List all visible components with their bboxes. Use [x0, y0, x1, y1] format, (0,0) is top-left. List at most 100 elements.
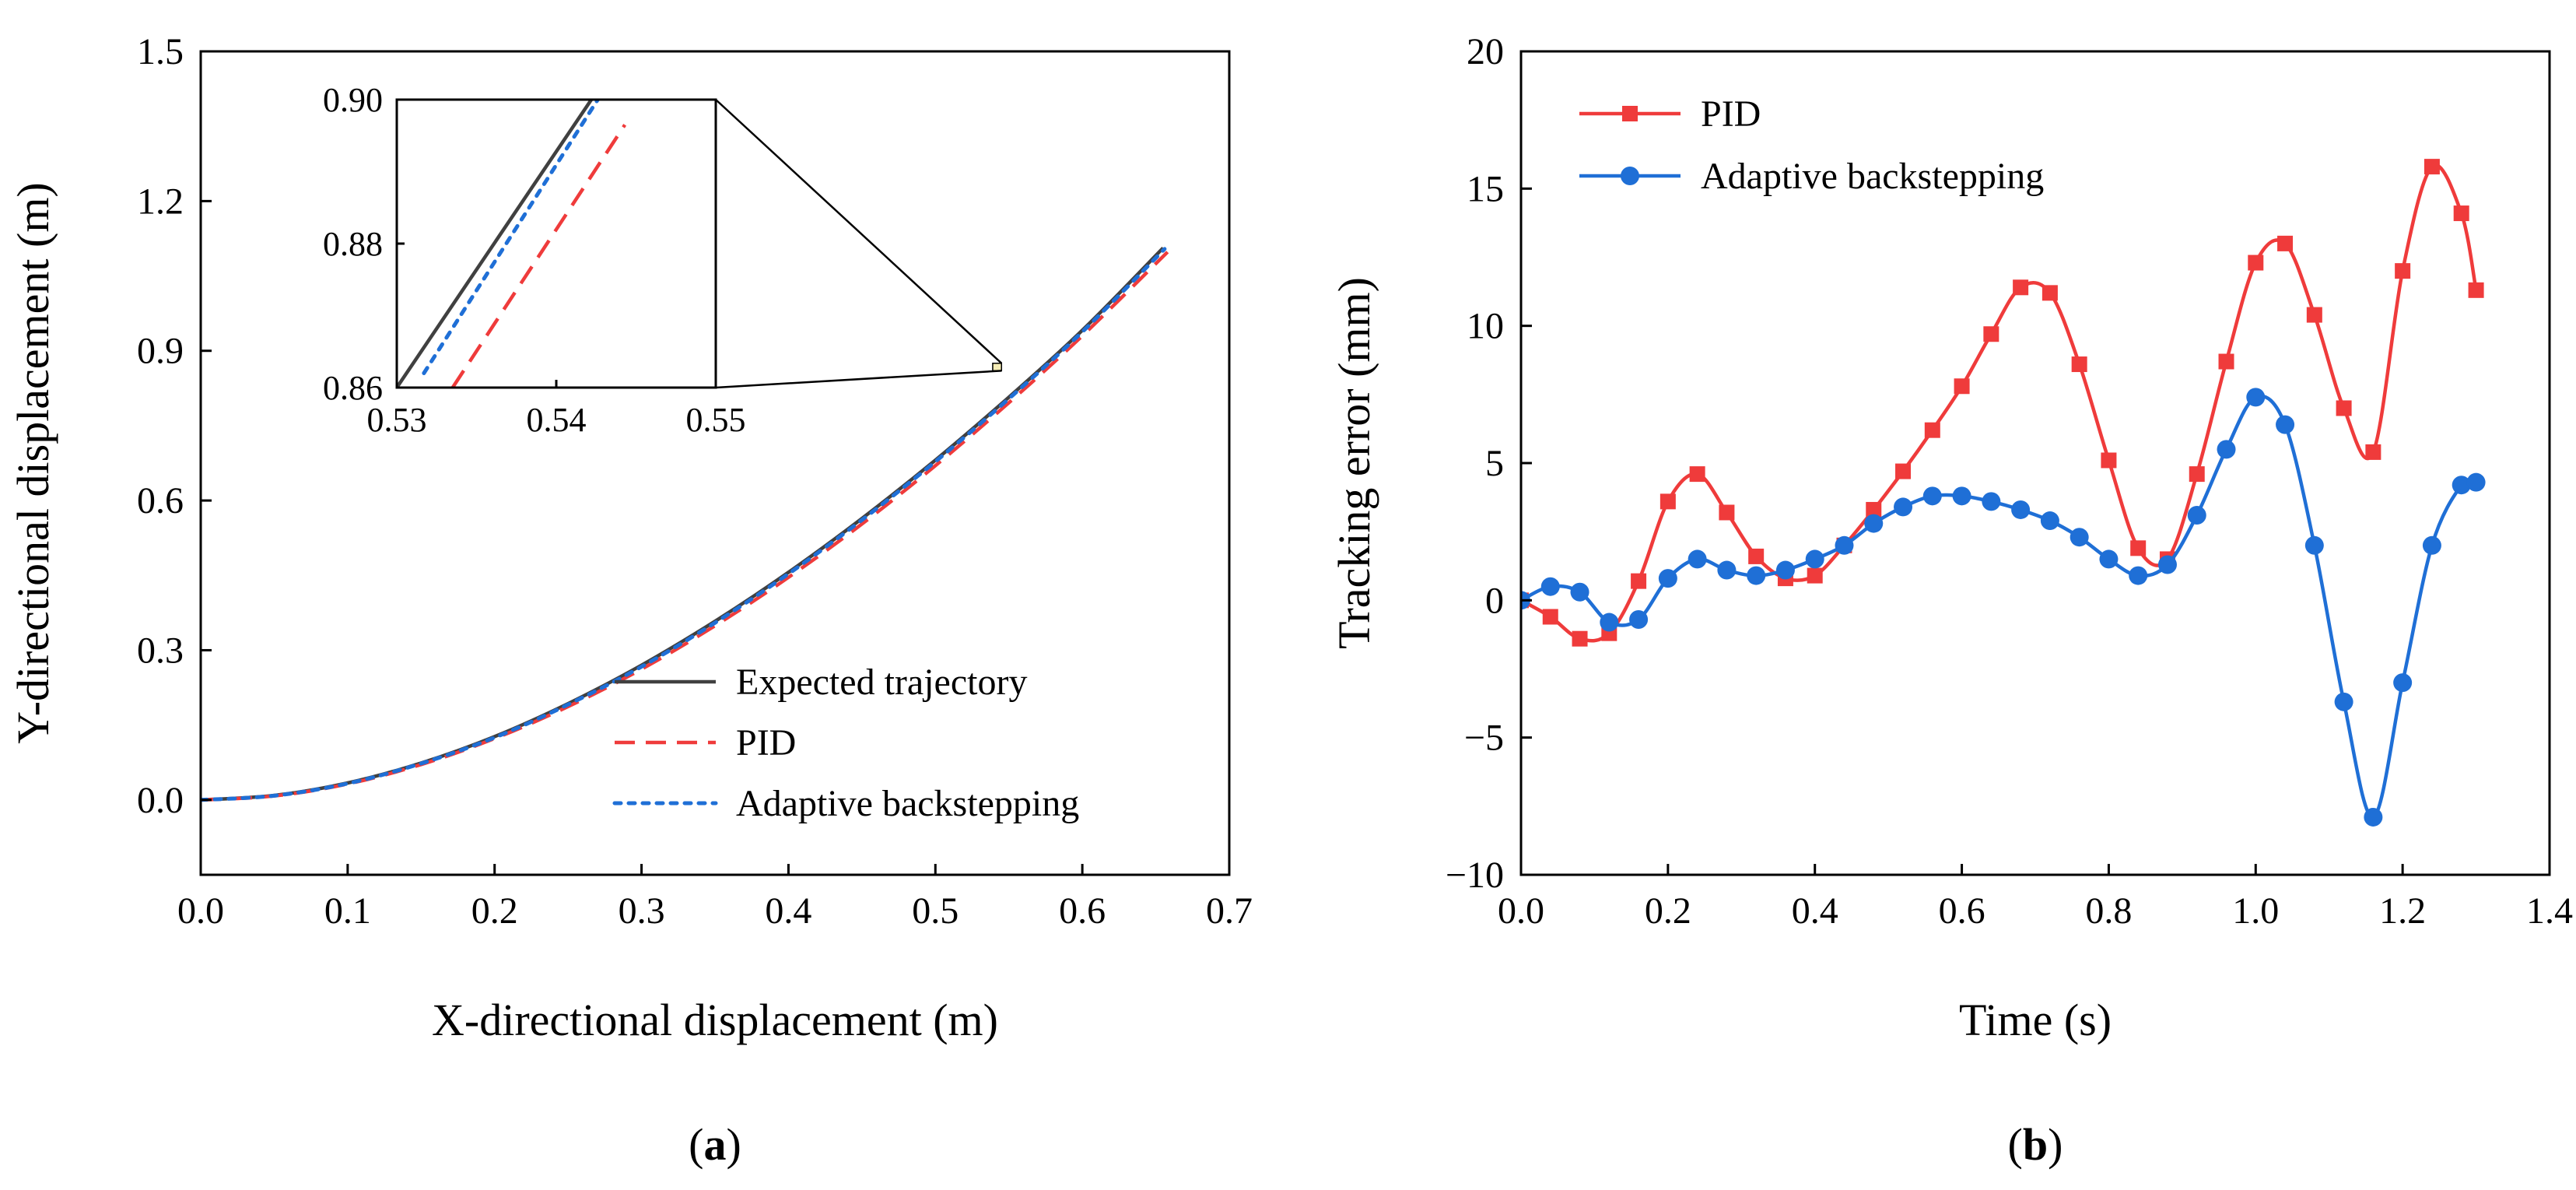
data-point-adaptive-backstepping [1805, 549, 1824, 569]
data-point-pid [2277, 235, 2294, 251]
panel-a-label: (a) [689, 1119, 741, 1170]
data-point-pid [1983, 326, 1999, 342]
x-tick-label: 0.6 [1059, 890, 1106, 932]
panel-b-letter: b [2023, 1119, 2048, 1170]
data-point-adaptive-backstepping [2099, 549, 2119, 569]
panel-b-label: (b) [2008, 1119, 2063, 1170]
data-point-adaptive-backstepping [1717, 560, 1737, 580]
data-point-pid [2218, 353, 2234, 370]
inset-line-adaptive-backstepping [422, 100, 600, 375]
zoom-connector-top [715, 99, 1003, 364]
x-tick-label: 0.4 [1792, 890, 1838, 932]
data-point-adaptive-backstepping [1629, 610, 1649, 630]
x-tick-label: 0.7 [1206, 890, 1253, 932]
data-point-pid [2395, 263, 2411, 279]
data-point-pid [2042, 285, 2058, 301]
data-point-pid [1895, 463, 1912, 479]
panel-a-ticks: 0.0 0.1 0.2 0.3 0.4 0.5 0.6 0.7 0.0 0.3 0.6 0.9 1.2 1… [137, 31, 1253, 932]
data-point-pid [1719, 504, 1735, 521]
data-point-pid [1689, 466, 1705, 483]
data-point-pid [1807, 567, 1823, 584]
data-point-pid [2101, 452, 2117, 469]
x-tick-label: 0.6 [1939, 890, 1985, 932]
data-point-adaptive-backstepping [2246, 388, 2266, 407]
legend-marker-adaptive-backstepping [1621, 167, 1639, 185]
legend-label: Expected trajectory [736, 662, 1027, 703]
x-tick-label: 0.0 [1498, 890, 1544, 932]
inset-x-tick-label: 0.53 [367, 401, 427, 439]
data-point-pid [1924, 422, 1940, 438]
y-tick-label: 0.3 [137, 630, 184, 671]
series-line-adaptive-backstepping [201, 247, 1167, 802]
data-point-adaptive-backstepping [2393, 673, 2413, 693]
data-point-adaptive-backstepping [2011, 500, 2031, 519]
inset-line-pid [450, 124, 627, 388]
y-tick-label: 0.9 [137, 331, 184, 372]
series-line-pid [1521, 163, 2478, 643]
y-tick-label: 0 [1485, 580, 1504, 621]
legend-label: PID [736, 722, 796, 763]
inset-y-tick-label: 0.86 [323, 369, 383, 407]
data-point-adaptive-backstepping [2364, 807, 2383, 827]
y-tick-label: 1.5 [137, 31, 184, 72]
data-point-pid [1542, 609, 1558, 625]
panel-a-letter: a [704, 1119, 727, 1170]
data-point-adaptive-backstepping [1922, 486, 1942, 506]
data-point-pid [1954, 378, 1970, 395]
panel-a-y-axis-title: Y-directional displacement (m) [8, 182, 58, 744]
data-point-adaptive-backstepping [2217, 440, 2236, 459]
inset-x-tick-label: 0.54 [527, 401, 587, 439]
zoom-connector-bottom [715, 370, 1002, 389]
data-point-pid [2453, 205, 2469, 222]
data-point-pid [1572, 630, 1588, 647]
data-point-adaptive-backstepping [1540, 577, 1560, 596]
panel-a: 0.0 0.1 0.2 0.3 0.4 0.5 0.6 0.7 0.0 0.3 0.6 0.9 1.2 1… [8, 31, 1253, 1170]
x-tick-label: 1.0 [2232, 890, 2279, 932]
data-point-pid [1748, 548, 1765, 564]
data-point-pid [2013, 279, 2029, 296]
x-tick-label: 0.3 [619, 890, 665, 932]
legend-label: PID [1701, 93, 1761, 135]
data-point-adaptive-backstepping [2422, 535, 2441, 555]
panel-a-legend: Expected trajectory PID Adaptive backstepp… [612, 662, 1079, 824]
x-tick-label: 0.4 [765, 890, 811, 932]
inset-ticks: 0.53 0.54 0.55 0.86 0.88 0.90 [323, 81, 746, 439]
panel-b-series [1521, 159, 2486, 827]
panel-b-x-axis-title: Time (s) [1959, 995, 2112, 1045]
data-point-adaptive-backstepping [2466, 472, 2486, 492]
panel-b-legend: PID Adaptive backstepping [1579, 93, 2044, 197]
data-point-pid [2189, 466, 2205, 483]
data-point-adaptive-backstepping [2070, 528, 2089, 547]
data-point-adaptive-backstepping [1982, 492, 2001, 511]
inset-series [397, 100, 627, 388]
y-tick-label: 10 [1467, 306, 1504, 347]
y-tick-label: 0.6 [137, 480, 184, 521]
data-point-pid [2365, 444, 2381, 460]
y-tick-label: −5 [1464, 718, 1504, 759]
panel-a-inset: 0.53 0.54 0.55 0.86 0.88 0.90 [323, 81, 746, 439]
data-point-pid [2336, 400, 2352, 416]
panel-b-ticks: 0.0 0.2 0.4 0.6 0.8 1.0 1.2 1.4 −10 −5 0 5 10 15 20 [1446, 31, 2573, 932]
data-point-adaptive-backstepping [1600, 613, 1619, 632]
x-tick-label: 0.0 [177, 890, 224, 932]
inset-line-expected-trajectory [397, 100, 593, 388]
data-point-adaptive-backstepping [2187, 506, 2206, 525]
panel-a-axes-frame [199, 50, 1231, 876]
x-tick-label: 0.1 [324, 890, 371, 932]
inset-x-tick-label: 0.55 [686, 401, 746, 439]
data-point-pid [2468, 282, 2484, 298]
data-point-pid [1660, 493, 1676, 510]
legend-label: Adaptive backstepping [1701, 156, 2044, 197]
data-point-pid [1631, 573, 1647, 589]
data-point-pid [2071, 356, 2087, 373]
zoom-indicator [715, 99, 1003, 389]
data-point-adaptive-backstepping [1658, 569, 1677, 588]
series-line-adaptive-backstepping [1521, 394, 2477, 820]
data-point-adaptive-backstepping [2157, 555, 2177, 574]
inset-y-tick-label: 0.88 [323, 225, 383, 263]
data-point-adaptive-backstepping [1894, 497, 1913, 517]
data-point-adaptive-backstepping [2040, 511, 2059, 531]
inset-y-tick-label: 0.90 [323, 81, 383, 119]
x-tick-label: 1.2 [2379, 890, 2426, 932]
